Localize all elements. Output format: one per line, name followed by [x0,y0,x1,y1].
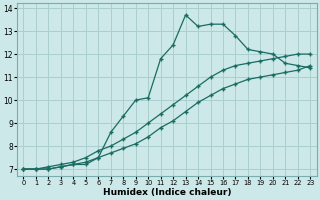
X-axis label: Humidex (Indice chaleur): Humidex (Indice chaleur) [103,188,231,197]
